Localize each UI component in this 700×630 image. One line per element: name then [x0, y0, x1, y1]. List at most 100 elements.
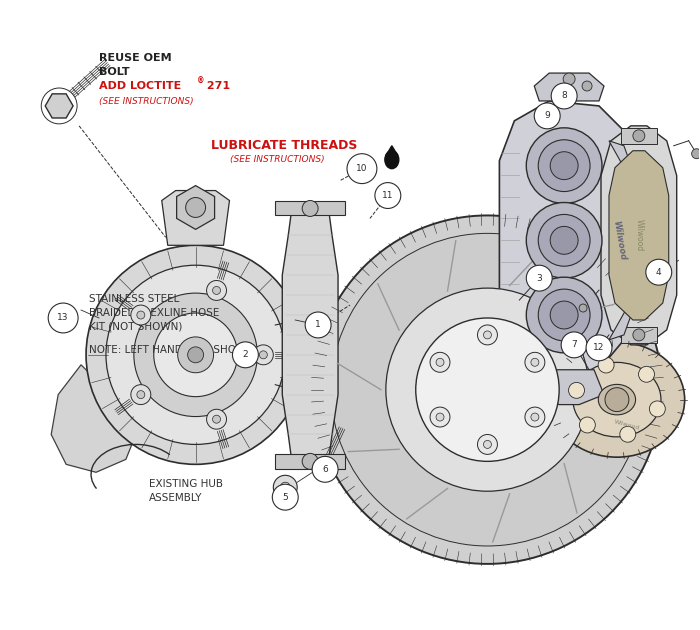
Text: 4: 4 [656, 268, 662, 277]
Polygon shape [601, 126, 677, 345]
Text: STAINLESS STEEL: STAINLESS STEEL [89, 294, 179, 304]
Circle shape [692, 149, 700, 159]
Text: EXISTING HUB: EXISTING HUB [149, 479, 223, 490]
Text: NOTE: LEFT HAND SIDE SHOWN: NOTE: LEFT HAND SIDE SHOWN [89, 345, 254, 355]
Circle shape [586, 335, 612, 361]
Polygon shape [282, 205, 338, 464]
Circle shape [484, 440, 491, 449]
Circle shape [580, 417, 595, 433]
Text: 5: 5 [282, 493, 288, 501]
Circle shape [206, 280, 227, 301]
Ellipse shape [598, 384, 636, 415]
Circle shape [280, 482, 290, 492]
Polygon shape [275, 200, 345, 215]
Text: 3: 3 [536, 273, 542, 283]
Circle shape [484, 331, 491, 339]
Circle shape [317, 456, 333, 472]
Text: BRAIDED FLEXLINE HOSE: BRAIDED FLEXLINE HOSE [89, 308, 219, 318]
Circle shape [436, 358, 444, 366]
Text: ADD LOCTITE: ADD LOCTITE [99, 81, 181, 91]
Circle shape [620, 427, 636, 442]
Ellipse shape [573, 362, 661, 437]
Circle shape [347, 154, 377, 183]
Circle shape [331, 233, 644, 546]
Text: LUBRICATE THREADS: LUBRICATE THREADS [211, 139, 357, 152]
Circle shape [48, 303, 78, 333]
Polygon shape [275, 454, 345, 469]
Ellipse shape [550, 342, 685, 457]
Circle shape [430, 352, 450, 372]
Text: ®: ® [197, 77, 204, 86]
Circle shape [526, 202, 602, 278]
Polygon shape [51, 365, 136, 472]
Circle shape [582, 81, 592, 91]
Circle shape [436, 413, 444, 421]
Circle shape [579, 304, 587, 312]
Text: Wilwood: Wilwood [613, 419, 641, 430]
Circle shape [136, 391, 145, 399]
Circle shape [375, 183, 401, 209]
Circle shape [564, 73, 575, 85]
Circle shape [260, 351, 267, 359]
Circle shape [134, 293, 258, 416]
Circle shape [477, 325, 498, 345]
Circle shape [605, 387, 629, 411]
Circle shape [550, 152, 578, 180]
Circle shape [302, 454, 318, 469]
Circle shape [551, 83, 577, 109]
Circle shape [312, 456, 338, 482]
Ellipse shape [385, 151, 399, 169]
Circle shape [531, 413, 539, 421]
Circle shape [188, 347, 204, 363]
Circle shape [638, 366, 654, 382]
Circle shape [136, 311, 145, 319]
Text: 6: 6 [322, 465, 328, 474]
Circle shape [531, 358, 539, 366]
Circle shape [186, 198, 206, 217]
Polygon shape [162, 190, 230, 245]
Circle shape [633, 130, 645, 142]
Text: KIT (NOT SHOWN): KIT (NOT SHOWN) [89, 322, 183, 332]
Circle shape [154, 313, 237, 397]
Polygon shape [609, 151, 668, 320]
Circle shape [430, 407, 450, 427]
Text: BOLT: BOLT [99, 67, 130, 77]
Circle shape [526, 265, 552, 291]
Circle shape [106, 265, 286, 444]
Text: 12: 12 [594, 343, 605, 352]
Circle shape [538, 140, 590, 192]
Text: 9: 9 [545, 112, 550, 120]
Circle shape [561, 332, 587, 358]
Polygon shape [499, 101, 639, 370]
Circle shape [302, 200, 318, 217]
Circle shape [526, 277, 602, 353]
Circle shape [131, 305, 150, 325]
Polygon shape [621, 128, 657, 144]
Circle shape [477, 435, 498, 454]
Text: ASSEMBLY: ASSEMBLY [149, 493, 202, 503]
Text: 13: 13 [57, 314, 69, 323]
Circle shape [253, 345, 273, 365]
Circle shape [213, 415, 220, 423]
Polygon shape [534, 73, 604, 101]
Circle shape [598, 357, 614, 373]
Circle shape [646, 260, 672, 285]
Circle shape [525, 407, 545, 427]
Circle shape [538, 289, 590, 341]
Circle shape [178, 337, 214, 373]
Text: 2: 2 [243, 350, 248, 359]
Circle shape [232, 342, 258, 368]
Circle shape [550, 301, 578, 329]
Polygon shape [609, 140, 644, 340]
Circle shape [416, 318, 559, 461]
Circle shape [386, 288, 589, 491]
Text: 1: 1 [315, 321, 321, 329]
Circle shape [272, 484, 298, 510]
Circle shape [273, 475, 298, 499]
Circle shape [305, 312, 331, 338]
Text: Wilwood: Wilwood [611, 220, 627, 261]
Circle shape [568, 382, 584, 398]
Text: 10: 10 [356, 164, 368, 173]
Text: (SEE INSTRUCTIONS): (SEE INSTRUCTIONS) [99, 97, 194, 106]
Text: 8: 8 [561, 91, 567, 100]
